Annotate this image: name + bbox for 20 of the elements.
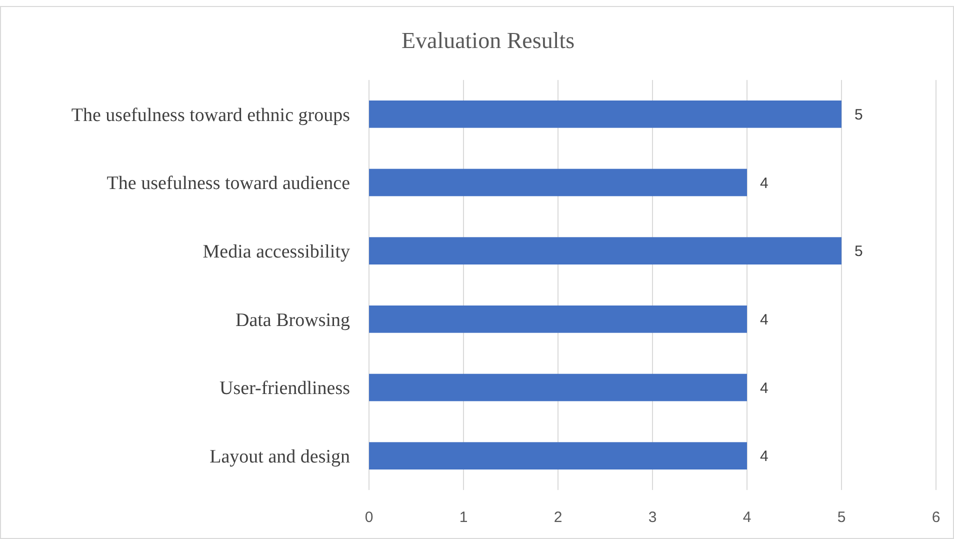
data-label: 4 <box>760 174 768 192</box>
x-tick-label: 4 <box>742 509 752 526</box>
data-label: 4 <box>760 311 768 328</box>
x-tick-label: 5 <box>837 509 846 526</box>
data-label: 4 <box>760 380 768 397</box>
y-tick-label: Layout and design <box>210 446 350 468</box>
x-tick-label: 3 <box>648 509 657 526</box>
x-tick-label: 6 <box>932 509 940 526</box>
y-tick-label: The usefulness toward ethnic groups <box>71 104 350 126</box>
x-tick-label: 1 <box>459 509 468 526</box>
chart-title: Evaluation Results <box>401 28 575 53</box>
data-label: 4 <box>760 448 768 466</box>
x-tick-label: 0 <box>364 509 374 526</box>
y-tick-label: Media accessibility <box>202 241 350 262</box>
data-label: 5 <box>854 106 863 124</box>
y-tick-label: User-friendliness <box>220 378 350 400</box>
x-tick-label: 2 <box>554 509 562 526</box>
data-label: 5 <box>854 243 863 260</box>
y-tick-label: Data Browsing <box>235 310 350 331</box>
y-tick-label: The usefulness toward audience <box>106 173 350 194</box>
